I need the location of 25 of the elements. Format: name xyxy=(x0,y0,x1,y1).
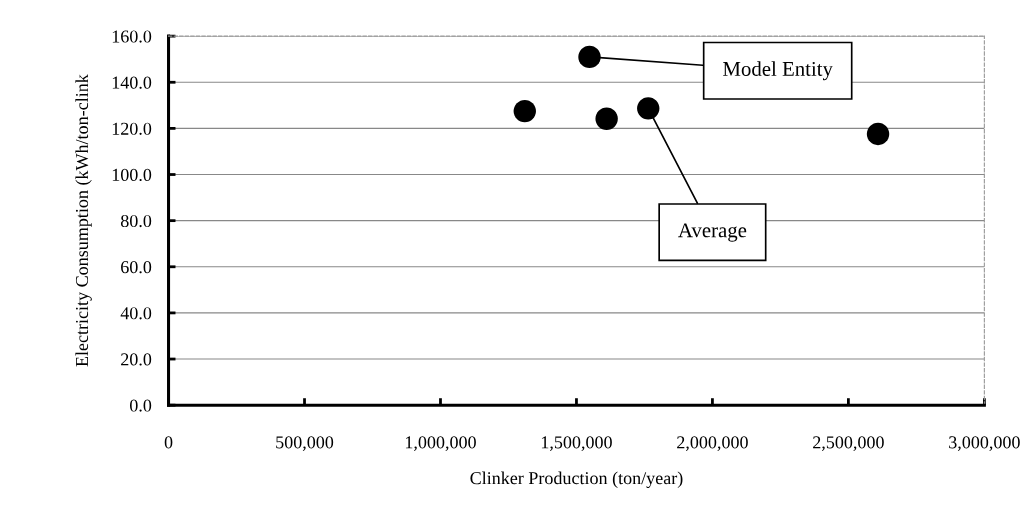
point xyxy=(866,122,890,146)
x-tick-label: 2,000,000 xyxy=(677,436,748,452)
y-tick-label: 140.0 xyxy=(112,76,152,89)
point xyxy=(578,45,601,69)
x-axis-title: Clinker Production (ton/year) xyxy=(470,471,683,488)
y-tick-label: 60.0 xyxy=(121,261,152,274)
point xyxy=(637,97,660,120)
y-tick-label: 80.0 xyxy=(120,214,152,228)
x-tick-label: 0 xyxy=(164,436,173,449)
y-tick-label: 120.0 xyxy=(112,122,152,135)
x-tick-label: 3,000,000 xyxy=(949,436,1020,452)
y-tick-label: 40.0 xyxy=(120,307,152,320)
x-tick-label: 1,000,000 xyxy=(405,436,476,452)
x-tick-label: 500,000 xyxy=(276,436,334,452)
y-tick-label: 0.0 xyxy=(129,399,152,412)
y-tick-label: 160.0 xyxy=(112,30,152,43)
annotation: Average xyxy=(678,223,747,242)
y-tick-label: 20.0 xyxy=(121,353,152,366)
x-tick-label: 1,500,000 xyxy=(541,436,612,452)
y-tick-label: 100.0 xyxy=(112,168,152,182)
y-axis-title: Electricity Consumption (kWh/ton-clink xyxy=(75,74,92,367)
point xyxy=(595,107,618,130)
x-tick-label: 2,500,000 xyxy=(813,436,884,452)
point xyxy=(513,99,536,123)
annotation: Model Entity xyxy=(723,61,833,81)
